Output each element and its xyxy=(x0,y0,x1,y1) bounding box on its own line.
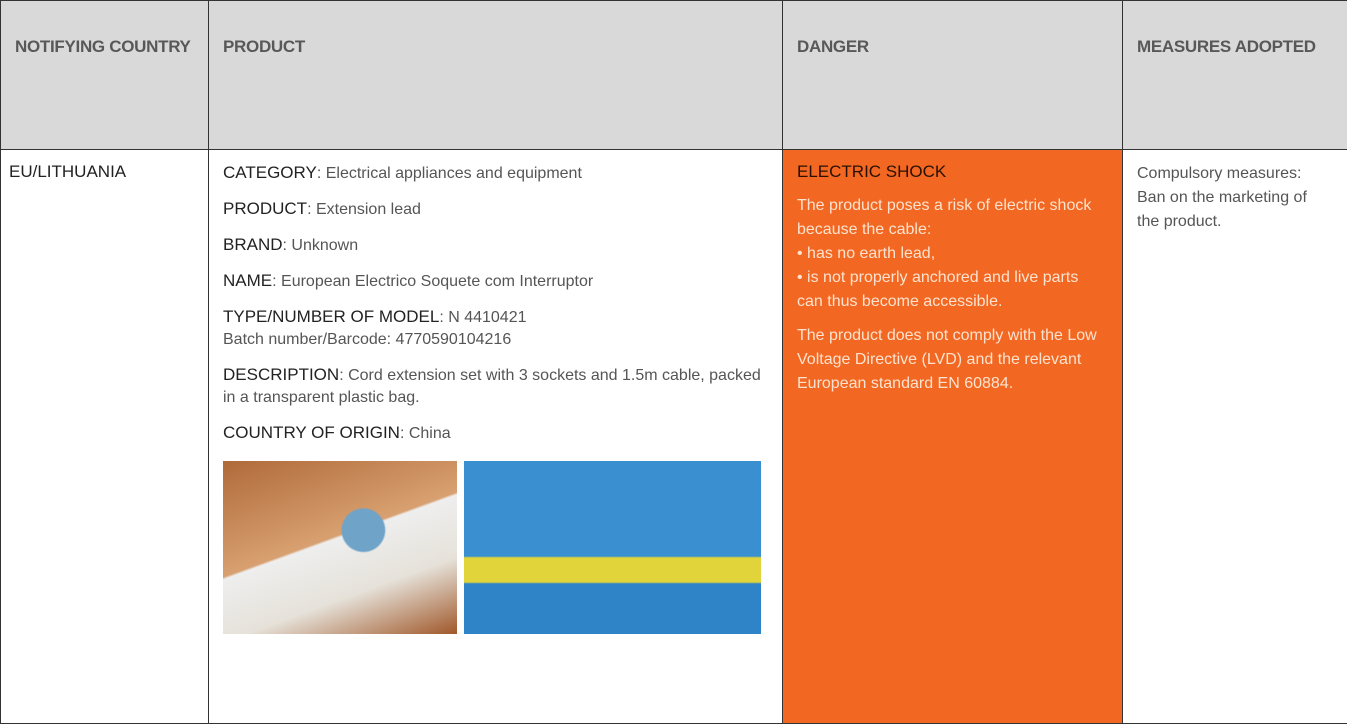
danger-intro: The product poses a risk of electric sho… xyxy=(797,194,1108,242)
product-cell: CATEGORY: Electrical appliances and equi… xyxy=(209,150,783,724)
field-value: : Electrical appliances and equipment xyxy=(317,165,582,182)
label-photo xyxy=(464,461,761,634)
field-extra: Batch number/Barcode: 4770590104216 xyxy=(223,331,511,348)
page: {"table": { "headers": ["NOTIFYING COUNT… xyxy=(0,0,1347,724)
body-row: EU/LITHUANIA CATEGORY: Electrical applia… xyxy=(1,150,1347,724)
field-value: : Unknown xyxy=(283,237,359,254)
product-field: PRODUCT: Extension lead xyxy=(223,198,768,221)
field-value: : European Electrico Soquete com Interru… xyxy=(272,273,593,290)
header-cell: NOTIFYING COUNTRY xyxy=(1,1,209,150)
product-field: CATEGORY: Electrical appliances and equi… xyxy=(223,162,768,185)
measures-cell: Compulsory measures: Ban on the marketin… xyxy=(1123,150,1347,724)
product-field: NAME: European Electrico Soquete com Int… xyxy=(223,270,768,293)
field-value: : China xyxy=(400,425,451,442)
danger-cell: ELECTRIC SHOCK The product poses a risk … xyxy=(783,150,1123,724)
product-field: TYPE/NUMBER OF MODEL: N 4410421 Batch num… xyxy=(223,306,768,351)
product-field: BRAND: Unknown xyxy=(223,234,768,257)
country-cell: EU/LITHUANIA xyxy=(1,150,209,724)
notification-table: NOTIFYING COUNTRY PRODUCT DANGER MEASURE… xyxy=(0,0,1347,724)
header-cell: PRODUCT xyxy=(209,1,783,150)
danger-title: ELECTRIC SHOCK xyxy=(797,162,1108,182)
danger-conclusion: The product does not comply with the Low… xyxy=(797,324,1108,396)
photos xyxy=(223,461,768,634)
danger-bullet: • has no earth lead, xyxy=(797,242,1108,266)
product-field: COUNTRY OF ORIGIN: China xyxy=(223,422,768,445)
header-cell: DANGER xyxy=(783,1,1123,150)
field-label: DESCRIPTION xyxy=(223,365,339,384)
field-label: PRODUCT xyxy=(223,199,307,218)
product-fields: CATEGORY: Electrical appliances and equi… xyxy=(223,162,768,445)
field-label: BRAND xyxy=(223,235,283,254)
field-label: TYPE/NUMBER OF MODEL xyxy=(223,307,439,326)
field-label: COUNTRY OF ORIGIN xyxy=(223,423,400,442)
field-label: NAME xyxy=(223,271,272,290)
danger-bullet: • is not properly anchored and live part… xyxy=(797,266,1108,314)
field-value: : N 4410421 xyxy=(439,309,526,326)
field-label: CATEGORY xyxy=(223,163,317,182)
danger-bullets: • has no earth lead,• is not properly an… xyxy=(797,242,1108,314)
product-photo xyxy=(223,461,457,634)
product-field: DESCRIPTION: Cord extension set with 3 s… xyxy=(223,364,768,409)
header-cell: MEASURES ADOPTED xyxy=(1123,1,1347,150)
header-row: NOTIFYING COUNTRY PRODUCT DANGER MEASURE… xyxy=(1,1,1347,150)
field-value: : Extension lead xyxy=(307,201,421,218)
